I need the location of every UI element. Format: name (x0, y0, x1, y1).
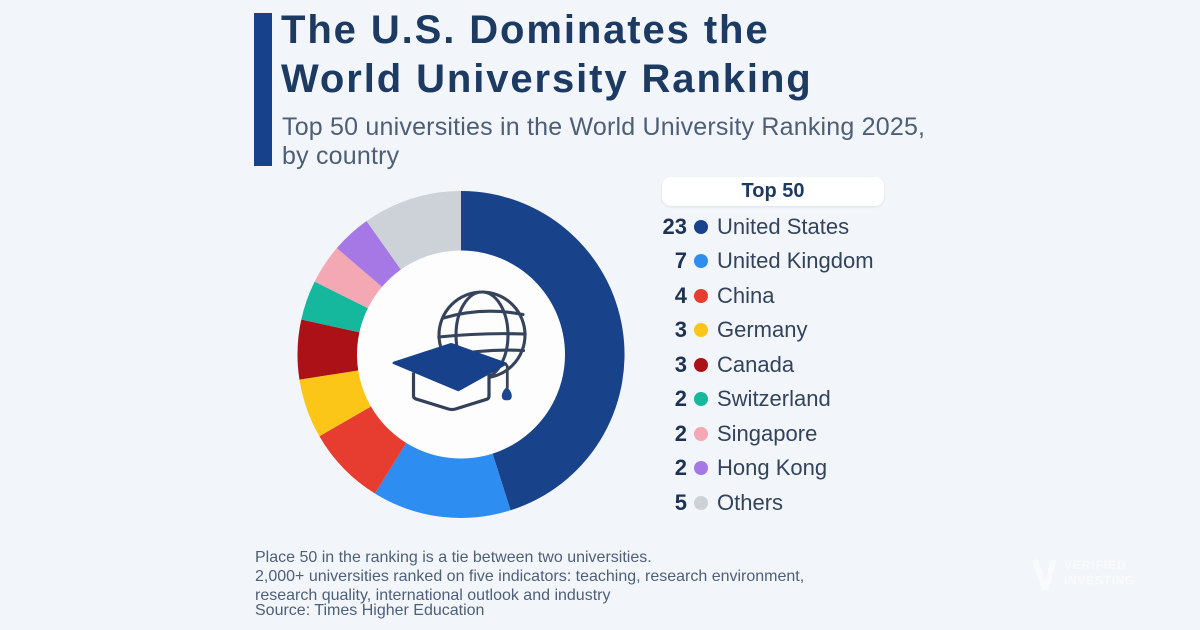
svg-text:INVESTING: INVESTING (1064, 574, 1135, 588)
svg-text:VERIFIED: VERIFIED (1064, 558, 1127, 572)
